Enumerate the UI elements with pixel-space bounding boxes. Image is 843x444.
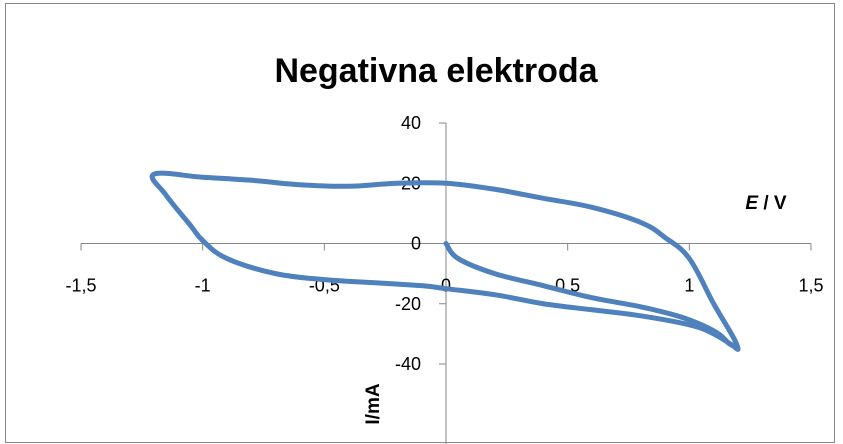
y-axis-label: I/mA: [363, 383, 384, 424]
x-axis-label-variable: E: [745, 193, 759, 214]
y-tick-label: -20: [395, 294, 421, 314]
x-axis-label-unit: / V: [758, 193, 787, 214]
chart-title: Negativna elektroda: [274, 52, 598, 90]
series-line: [149, 170, 741, 352]
x-tick-label: -1: [195, 276, 211, 296]
y-tick-label: -40: [395, 354, 421, 374]
x-tick-label: 1: [684, 276, 694, 296]
chart-area: Negativna elektroda -1,5 -1 -0,5 0 0,5 1 1,5 40…: [5, 3, 835, 444]
y-tick-label: 40: [401, 113, 421, 133]
chart-svg: Negativna elektroda -1,5 -1 -0,5 0 0,5 1 1,540…: [65, 52, 824, 444]
x-tick-label: 0: [441, 276, 451, 296]
x-axis-label: E / V: [745, 193, 787, 214]
x-tick-label: -1,5: [65, 276, 96, 296]
y-tick-label: 0: [411, 234, 421, 254]
x-tick-label: 1,5: [798, 276, 823, 296]
